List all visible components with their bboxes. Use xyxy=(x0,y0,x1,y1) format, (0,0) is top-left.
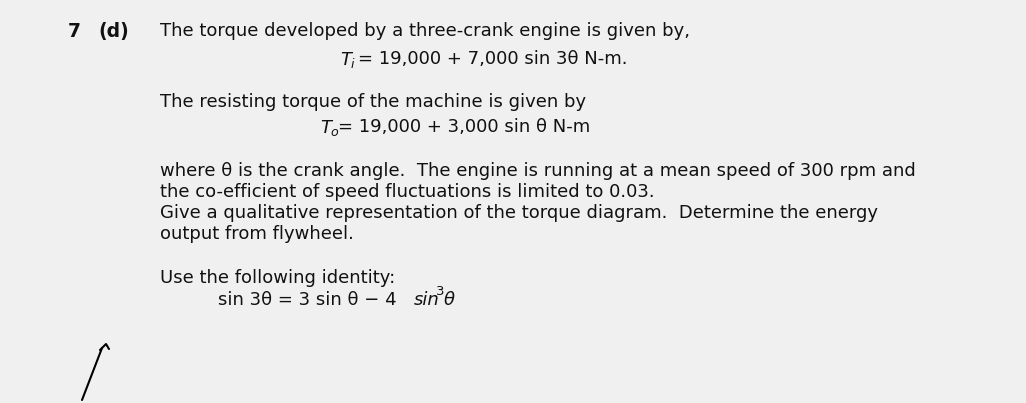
Text: = 19,000 + 3,000 sin θ N-m: = 19,000 + 3,000 sin θ N-m xyxy=(338,118,590,136)
Text: $T_o$: $T_o$ xyxy=(320,118,341,138)
Text: 7: 7 xyxy=(68,22,81,41)
Text: the co-efficient of speed fluctuations is limited to 0.03.: the co-efficient of speed fluctuations i… xyxy=(160,183,655,201)
Text: = 19,000 + 7,000 sin 3θ N-m.: = 19,000 + 7,000 sin 3θ N-m. xyxy=(358,50,628,68)
Text: Use the following identity:: Use the following identity: xyxy=(160,269,395,287)
Text: (d): (d) xyxy=(98,22,128,41)
Text: output from flywheel.: output from flywheel. xyxy=(160,225,354,243)
Text: where θ is the crank angle.  The engine is running at a mean speed of 300 rpm an: where θ is the crank angle. The engine i… xyxy=(160,162,916,180)
Text: The torque developed by a three-crank engine is given by,: The torque developed by a three-crank en… xyxy=(160,22,690,40)
Text: $T_i$: $T_i$ xyxy=(340,50,356,70)
Text: The resisting torque of the machine is given by: The resisting torque of the machine is g… xyxy=(160,93,586,111)
Text: Give a qualitative representation of the torque diagram.  Determine the energy: Give a qualitative representation of the… xyxy=(160,204,878,222)
Text: θ: θ xyxy=(444,291,455,309)
Text: sin: sin xyxy=(415,291,440,309)
Text: 3: 3 xyxy=(436,285,444,298)
Text: sin 3θ = 3 sin θ − 4: sin 3θ = 3 sin θ − 4 xyxy=(218,291,397,309)
